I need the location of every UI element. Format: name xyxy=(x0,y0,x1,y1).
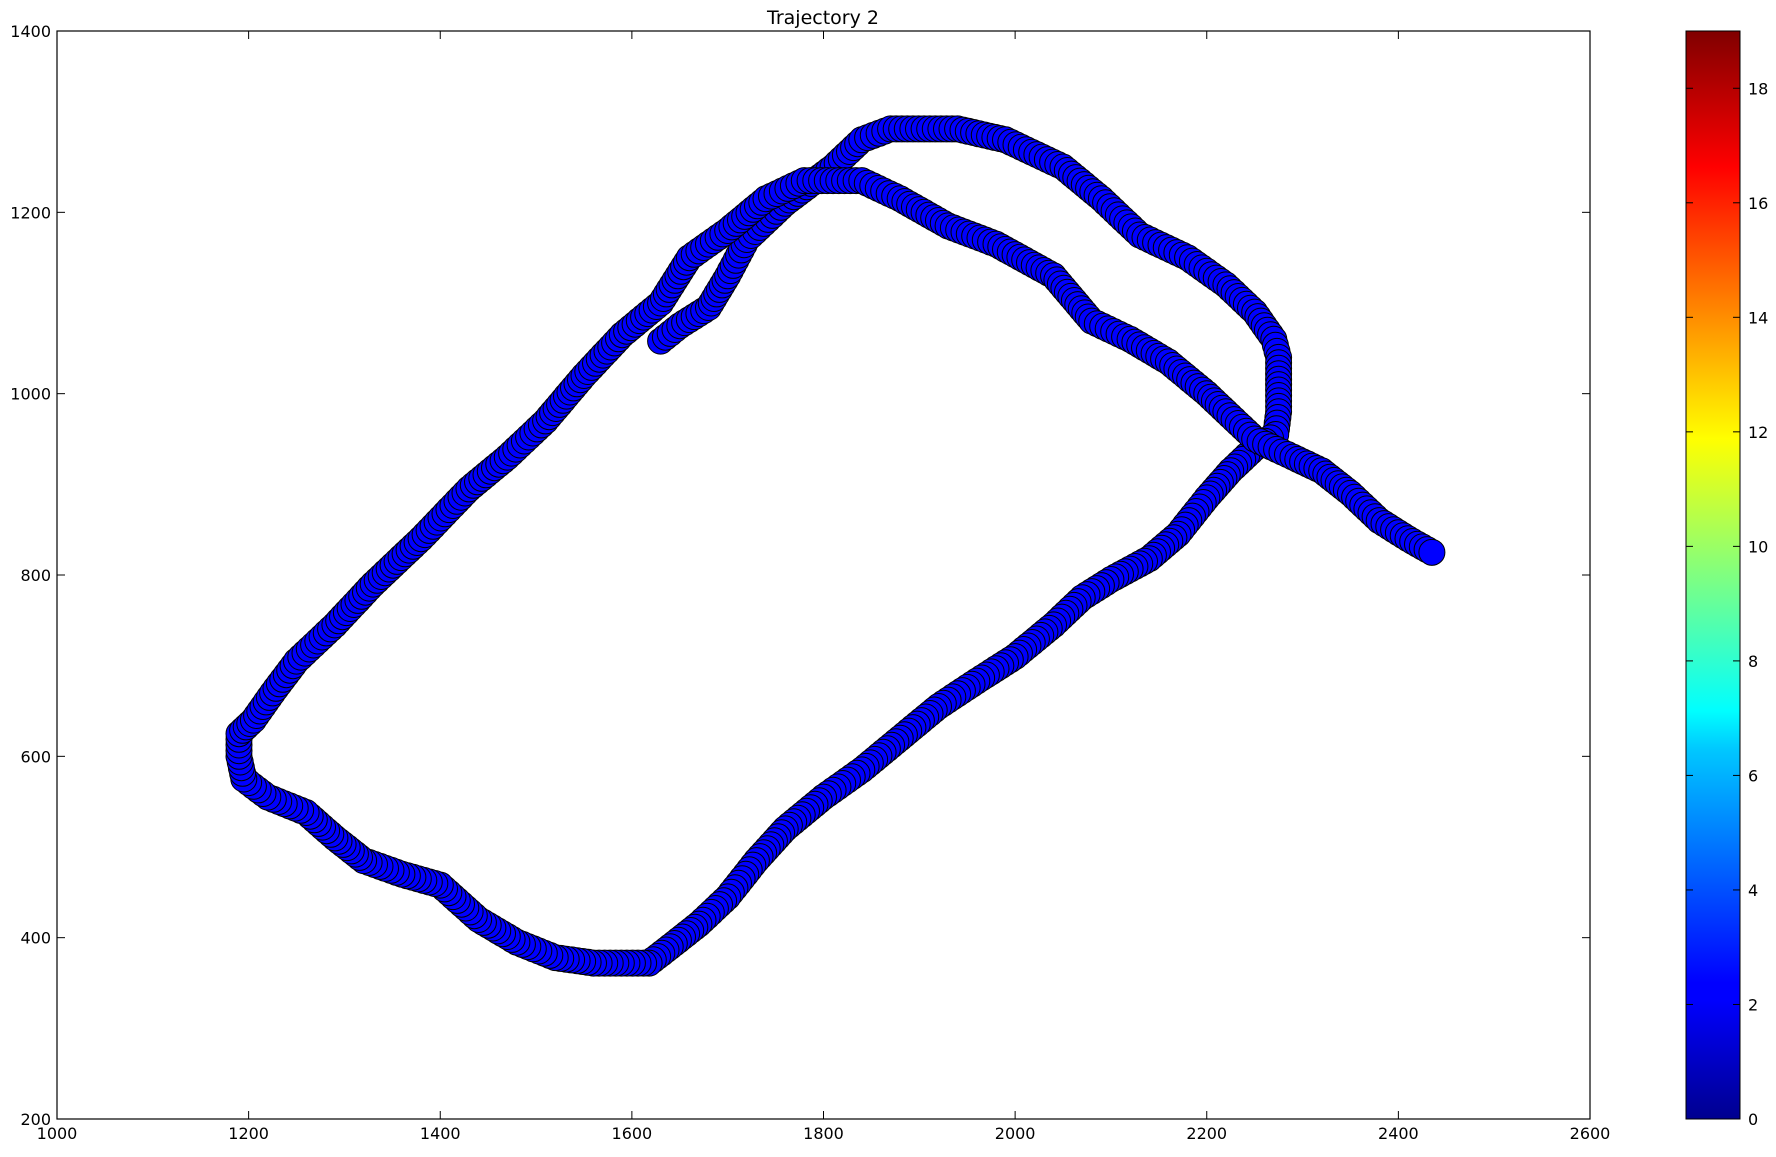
y-tick-label: 400 xyxy=(20,929,51,948)
x-tick-label: 1600 xyxy=(612,1124,653,1143)
axis-ticks: 1000 1200 1400 1600 1800 2000 2200 2400 2600 200 4… xyxy=(10,22,1610,1143)
plot-area-frame xyxy=(56,30,1591,1120)
colorbar-ticks: 0 2 4 6 8 10 12 14 16 18 xyxy=(1686,79,1768,1129)
x-tick-label: 2400 xyxy=(1378,1124,1419,1143)
y-tick-label: 1200 xyxy=(10,203,51,222)
colorbar-tick-label: 12 xyxy=(1748,423,1768,442)
y-tick-label: 1000 xyxy=(10,385,51,404)
x-tick-label: 1400 xyxy=(420,1124,461,1143)
colorbar-tick-label: 2 xyxy=(1748,995,1758,1014)
x-tick-label: 1200 xyxy=(228,1124,269,1143)
colorbar-tick-label: 8 xyxy=(1748,652,1758,671)
y-tick-label: 800 xyxy=(20,566,51,585)
x-tick-label: 1800 xyxy=(803,1124,844,1143)
trajectory-markers xyxy=(225,115,1446,977)
plot-area-background xyxy=(57,31,1590,1119)
y-tick-label: 1400 xyxy=(10,22,51,41)
colorbar xyxy=(1685,30,1741,1120)
colorbar-tick-label: 14 xyxy=(1748,308,1768,327)
x-tick-label: 2000 xyxy=(995,1124,1036,1143)
colorbar-tick-label: 10 xyxy=(1748,537,1768,556)
y-tick-label: 200 xyxy=(20,1110,51,1129)
x-tick-label: 2600 xyxy=(1570,1124,1611,1143)
colorbar-tick-label: 16 xyxy=(1748,194,1768,213)
x-tick-label: 1000 xyxy=(37,1124,78,1143)
trajectory-point xyxy=(1418,538,1446,566)
y-tick-label: 600 xyxy=(20,747,51,766)
colorbar-tick-label: 0 xyxy=(1748,1110,1758,1129)
colorbar-tick-label: 18 xyxy=(1748,79,1768,98)
chart-title: Trajectory 2 xyxy=(766,7,879,29)
colorbar-tick-label: 6 xyxy=(1748,766,1758,785)
x-tick-label: 2200 xyxy=(1186,1124,1227,1143)
colorbar-tick-label: 4 xyxy=(1748,881,1758,900)
